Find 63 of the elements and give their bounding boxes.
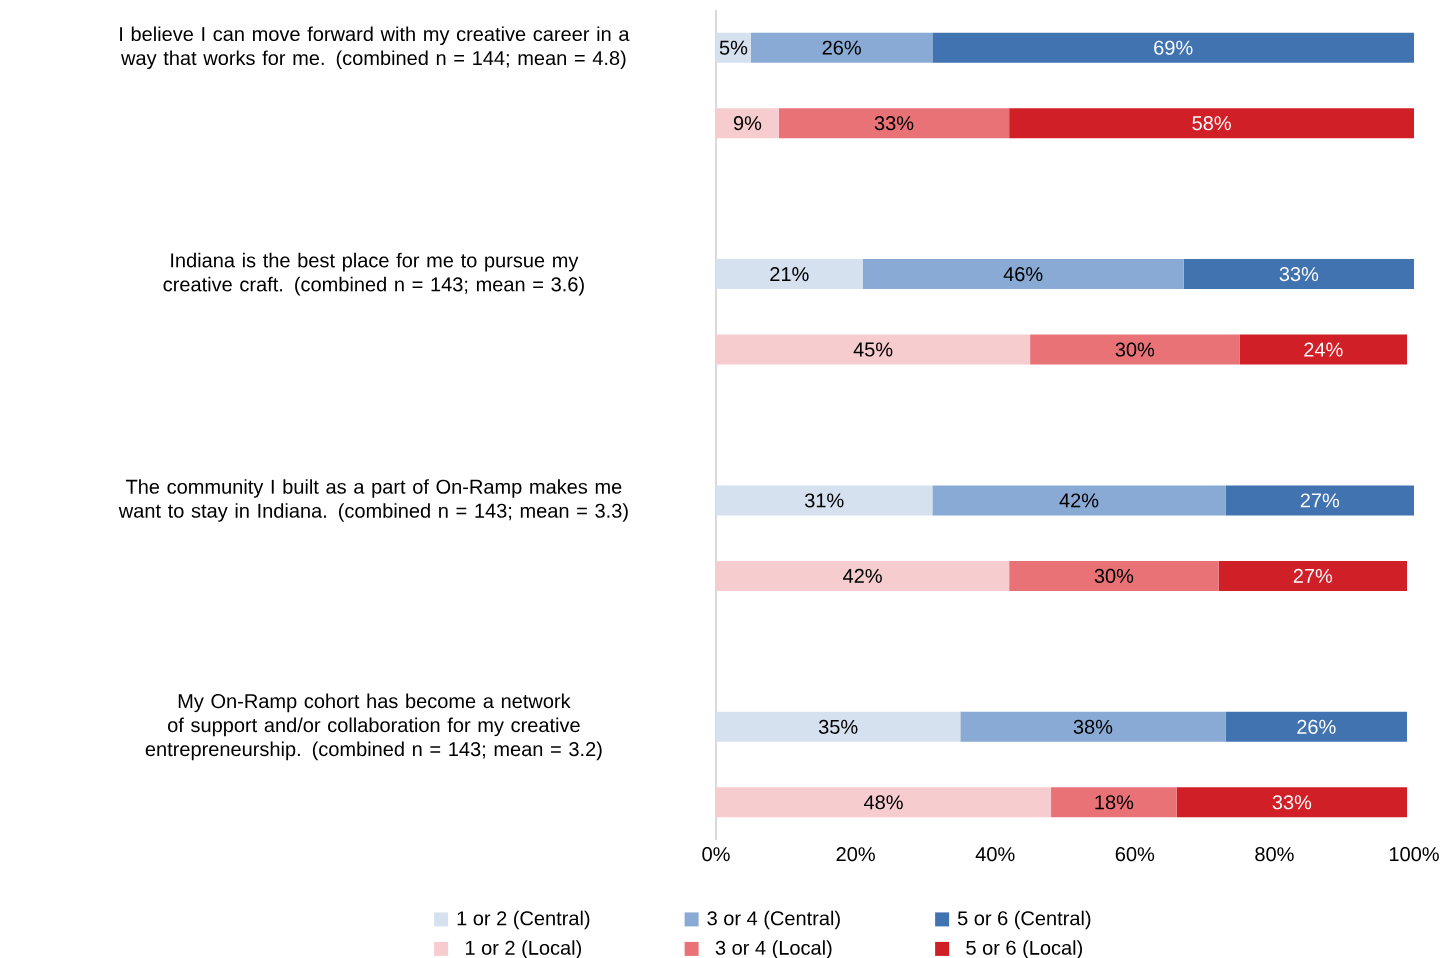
bar [960, 711, 1226, 742]
data-label: 30% [1115, 342, 1155, 357]
legend-label: 1 or 2 (Central) [457, 910, 590, 930]
bar [1183, 259, 1415, 290]
data-label: 35% [818, 719, 858, 734]
data-label: 38% [1073, 719, 1113, 734]
bar [1225, 485, 1415, 516]
bar [862, 259, 1184, 290]
legend-label: 5 or 6 (Central) [957, 910, 1091, 930]
data-label: 18% [1095, 795, 1134, 810]
y-tick-label: The community I built as a part of On-Ramp makes me want to stay in Indiana. (combined n = 143; mean = 3.3) [118, 479, 628, 522]
data-label: 27% [1300, 493, 1340, 508]
bar [932, 485, 1226, 516]
x-tick-label: 0% [702, 847, 730, 862]
bar [716, 485, 933, 516]
y-tick-label: I believe I can move forward with my creative career in a way that works for me. (combined n = 144; mean = 4.8) [120, 26, 630, 70]
bar [750, 32, 933, 63]
x-tick-label: 40% [975, 847, 1015, 862]
legend-label: 1 or 2 (Local) [465, 940, 582, 958]
x-tick-label: 20% [836, 847, 875, 862]
legend-label: 5 or 6 (Local) [966, 940, 1082, 958]
data-label: 42% [843, 568, 882, 583]
bar [716, 711, 961, 742]
bar [1009, 560, 1219, 591]
bar [1239, 334, 1408, 365]
data-label: 30% [1094, 568, 1134, 583]
data-label: 45% [853, 342, 893, 357]
data-label: 46% [1003, 267, 1043, 282]
bar [1051, 787, 1177, 818]
bar [716, 560, 1010, 591]
data-label: 24% [1304, 342, 1343, 357]
bar [716, 334, 1031, 365]
bar [716, 108, 779, 139]
x-tick-label: 80% [1255, 847, 1294, 862]
data-label: 27% [1293, 568, 1333, 583]
data-label: 33% [874, 116, 914, 131]
legend-label: 3 or 4 (Local) [715, 940, 832, 958]
bar [778, 108, 1010, 139]
data-label: 42% [1059, 493, 1099, 508]
x-tick-label: 60% [1115, 847, 1155, 862]
bar [932, 32, 1415, 63]
y-tick-label: My On-Ramp cohort has become a network of support and/or collaboration for my creative entrepreneurship. (combined n = 143; mean = 3.2) [145, 693, 602, 761]
bar [1218, 560, 1408, 591]
data-label: 5% [719, 40, 748, 55]
data-label: 69% [1154, 40, 1193, 55]
bar [1009, 108, 1415, 139]
bar [716, 787, 1052, 818]
data-label: 21% [770, 267, 809, 282]
bar [716, 259, 863, 290]
data-label: 31% [804, 493, 844, 508]
data-label: 26% [1297, 719, 1336, 734]
x-tick-label: 100% [1389, 847, 1439, 862]
bar [1176, 787, 1408, 818]
legend-label: 3 or 4 (Central) [707, 910, 840, 930]
bar [1225, 711, 1408, 742]
data-label: 33% [1272, 795, 1312, 810]
data-label: 58% [1192, 116, 1231, 131]
data-label: 33% [1279, 267, 1319, 282]
bar [1030, 334, 1240, 365]
y-tick-label: Indiana is the best place for me to pursue my creative craft. (combined n = 143; mean = 3.6) [163, 252, 584, 296]
data-label: 9% [733, 116, 762, 131]
data-label: 48% [863, 795, 903, 810]
data-label: 26% [822, 40, 861, 55]
